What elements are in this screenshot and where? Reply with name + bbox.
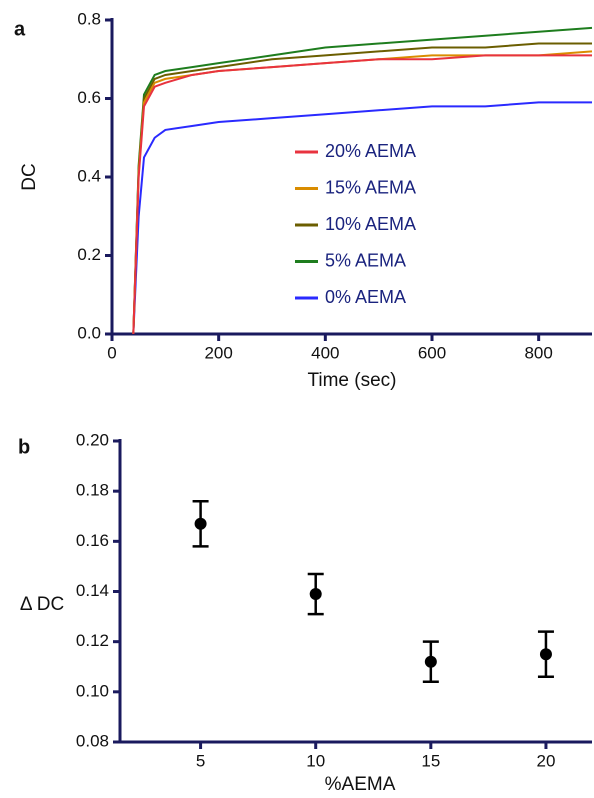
series-line [132,42,592,335]
point [309,588,322,601]
legend-label: 15% AEMA [325,177,416,197]
y-tick-label: 0.8 [77,9,101,28]
y-axis-title: Δ DC [20,594,64,615]
legend-label: 10% AEMA [325,214,416,234]
y-tick-label: 0.14 [76,581,109,600]
y-tick-label: 0.2 [77,245,101,264]
legend-label: 5% AEMA [325,250,406,270]
y-tick-label: 0.08 [76,731,109,750]
x-tick-label: 20 [536,751,555,770]
legend-label: 0% AEMA [325,287,406,307]
series-line [132,101,592,335]
x-axis-title: %AEMA [325,774,396,795]
y-tick-label: 0.6 [77,88,101,107]
x-tick-label: 10 [306,751,325,770]
x-tick-label: 200 [204,343,232,362]
x-axis-title: Time (sec) [307,370,396,391]
y-axis-title: DC [19,163,40,190]
point [194,517,207,530]
point [539,648,552,661]
y-tick-label: 0.0 [77,323,101,342]
x-tick-label: 800 [524,343,552,362]
x-tick-label: 0 [107,343,116,362]
y-tick-label: 0.16 [76,531,109,550]
x-tick-label: 15 [421,751,440,770]
point [424,655,437,668]
x-tick-label: 400 [311,343,339,362]
legend-label: 20% AEMA [325,141,416,161]
y-tick-label: 0.10 [76,681,109,700]
panel-label: b [18,436,30,458]
y-tick-label: 0.20 [76,430,109,449]
y-tick-label: 0.4 [77,166,101,185]
x-tick-label: 600 [418,343,446,362]
y-tick-label: 0.12 [76,631,109,650]
series-line [132,26,593,335]
series-line [132,54,592,335]
panel-label: a [14,18,26,40]
x-tick-label: 5 [196,751,205,770]
y-tick-label: 0.18 [76,481,109,500]
